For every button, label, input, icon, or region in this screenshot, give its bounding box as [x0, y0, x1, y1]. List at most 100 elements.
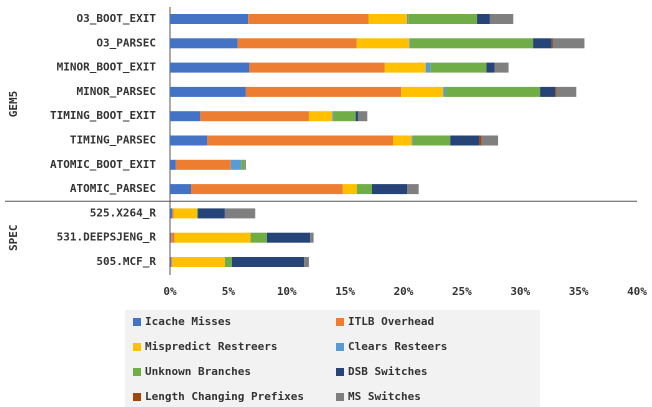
bar-segment	[489, 14, 514, 24]
bar-segment	[443, 86, 446, 97]
bar-segment	[172, 257, 225, 267]
legend-label: Unknown Branches	[145, 365, 251, 378]
y-tick-label: TIMING_PARSEC	[70, 134, 156, 147]
bar-segment	[356, 38, 410, 49]
bar-segment	[401, 86, 444, 97]
legend-label: ITLB Overhead	[348, 315, 434, 328]
bar-segment	[445, 86, 541, 97]
bar-segment	[198, 208, 225, 219]
y-tick-label: O3_BOOT_EXIT	[77, 12, 157, 25]
bar-segment	[408, 14, 478, 24]
bar-segment	[170, 62, 250, 73]
group-label: SPEC	[7, 224, 20, 251]
bar-segment	[172, 208, 174, 219]
bar-segment	[371, 184, 408, 195]
legend-swatch	[336, 343, 344, 351]
y-tick-label: O3_PARSEC	[96, 36, 156, 49]
legend-swatch	[133, 393, 141, 401]
bar-segment	[250, 232, 267, 243]
bar-segment	[412, 135, 451, 146]
x-tick-label: 40%	[627, 285, 647, 298]
bar-segment	[170, 159, 176, 170]
x-tick-label: 20%	[394, 285, 414, 298]
bar-segment	[170, 14, 249, 24]
bar-segment	[556, 86, 577, 97]
bar-segment	[224, 257, 232, 267]
bar-segment	[411, 135, 413, 146]
bar-segment	[355, 111, 358, 122]
bar-segment	[170, 111, 201, 122]
bar-segment	[174, 232, 251, 243]
bar-segment	[173, 208, 197, 219]
x-tick-label: 15%	[335, 285, 355, 298]
legend-label: Icache Misses	[145, 315, 231, 328]
bar-segment	[450, 135, 480, 146]
bar-segment	[224, 208, 256, 219]
bar-segment	[533, 38, 552, 49]
legend-swatch	[336, 393, 344, 401]
bar-segment	[407, 14, 409, 24]
bar-segment	[368, 14, 408, 24]
legend-label: MS Switches	[348, 390, 421, 403]
legend-swatch	[133, 368, 141, 376]
bar-segment	[191, 184, 343, 195]
y-tick-label: ATOMIC_PARSEC	[70, 182, 156, 195]
y-tick-label: ATOMIC_BOOT_EXIT	[50, 158, 156, 171]
bar-segment	[249, 62, 385, 73]
y-tick-label: 505.MCF_R	[96, 255, 156, 268]
bar-segment	[170, 184, 192, 195]
bar-segment	[171, 232, 175, 243]
bar-segment	[171, 257, 173, 267]
bar-segment	[170, 208, 173, 219]
bar-segment	[479, 135, 482, 146]
bar-segment	[310, 232, 314, 243]
bar-segment	[342, 184, 357, 195]
bar-segment	[231, 257, 305, 267]
y-tick-label: MINOR_PARSEC	[77, 85, 156, 98]
x-tick-label: 5%	[222, 285, 236, 298]
legend-swatch	[133, 318, 141, 326]
bar-segment	[494, 62, 509, 73]
bar-segment	[245, 86, 402, 97]
bar-segment	[266, 232, 311, 243]
x-tick-label: 35%	[569, 285, 589, 298]
bar-segment	[200, 111, 309, 122]
legend-label: Mispredict Restreers	[145, 340, 277, 353]
bar-segment	[384, 62, 426, 73]
bar-segment	[304, 257, 309, 267]
bar-segment	[540, 86, 556, 97]
legend-label: Length Changing Prefixes	[145, 390, 304, 403]
y-tick-label: 525.X264_R	[90, 206, 157, 219]
x-tick-label: 25%	[452, 285, 472, 298]
legend-box	[125, 310, 540, 407]
bar-segment	[170, 86, 246, 97]
bar-segment	[248, 14, 369, 24]
legend-swatch	[336, 368, 344, 376]
bar-segment	[333, 111, 356, 122]
x-tick-label: 30%	[510, 285, 530, 298]
bar-segment	[477, 14, 490, 24]
y-tick-label: TIMING_BOOT_EXIT	[50, 109, 156, 122]
bar-segment	[170, 135, 208, 146]
legend-swatch	[336, 318, 344, 326]
bar-segment	[552, 38, 585, 49]
bar-segment	[170, 38, 238, 49]
bar-segment	[241, 159, 245, 170]
bar-segment	[170, 232, 172, 243]
bar-segment	[230, 159, 242, 170]
legend-label: DSB Switches	[348, 365, 427, 378]
bar-segment	[409, 38, 411, 49]
bar-segment	[175, 159, 231, 170]
legend-swatch	[133, 343, 141, 351]
bar-segment	[170, 257, 172, 267]
bar-segment	[244, 159, 246, 170]
bar-segment	[555, 86, 557, 97]
bar-segment	[481, 135, 499, 146]
y-tick-label: MINOR_BOOT_EXIT	[57, 61, 157, 74]
bar-segment	[357, 111, 368, 122]
bar-segment	[430, 62, 487, 73]
legend-label: Clears Resteers	[348, 340, 447, 353]
bar-segment	[425, 62, 431, 73]
x-tick-label: 10%	[277, 285, 297, 298]
group-label: GEM5	[7, 91, 20, 118]
